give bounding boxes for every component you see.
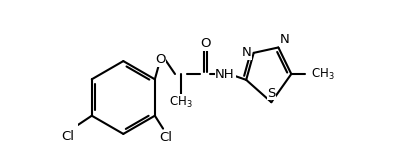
Text: NH: NH — [215, 67, 235, 80]
Text: CH$_3$: CH$_3$ — [169, 95, 193, 110]
Text: N: N — [242, 46, 252, 59]
Text: Cl: Cl — [61, 130, 74, 143]
Text: S: S — [267, 87, 276, 100]
Text: O: O — [155, 53, 166, 66]
Text: O: O — [200, 37, 211, 50]
Text: N: N — [279, 33, 289, 46]
Text: CH$_3$: CH$_3$ — [311, 66, 335, 82]
Text: Cl: Cl — [159, 131, 172, 144]
